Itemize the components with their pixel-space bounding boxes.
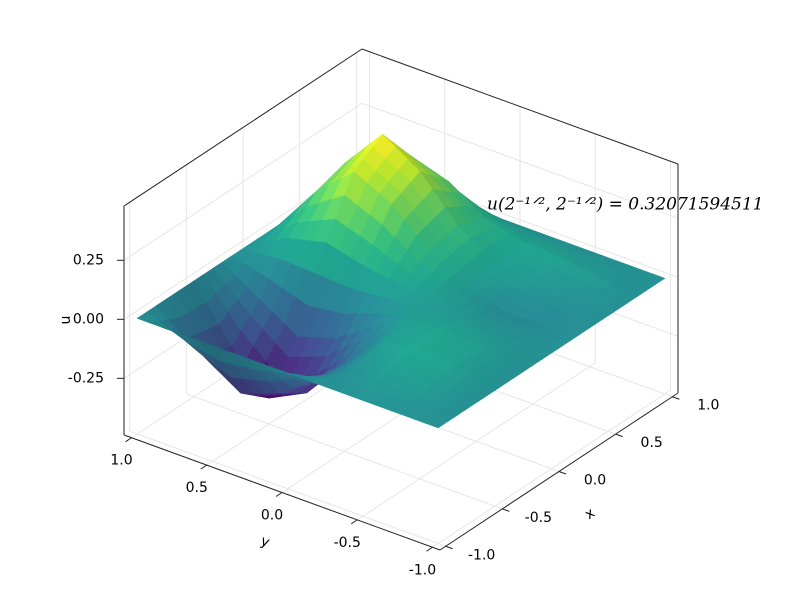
surface <box>136 133 666 429</box>
x-tick-label: 0.0 <box>584 473 606 489</box>
z-tick-label: 0.25 <box>73 252 104 268</box>
y-tick <box>275 492 283 497</box>
grid-line <box>361 102 679 219</box>
y-tick-label: 1.0 <box>110 453 132 469</box>
y-tick-label: -1.0 <box>409 562 436 578</box>
y-tick <box>426 546 433 552</box>
x-tick-label: 0.5 <box>641 435 663 451</box>
z-tick-label: 0.00 <box>73 311 104 327</box>
x-tick <box>558 471 567 475</box>
x-tick-label: -1.0 <box>468 547 495 563</box>
x-tick <box>502 508 510 512</box>
x-tick-label: 1.0 <box>697 398 719 414</box>
z-tick-label: -0.25 <box>68 370 104 386</box>
y-tick-label: -0.5 <box>334 535 361 551</box>
y-tick <box>125 437 132 443</box>
x-tick <box>615 433 623 438</box>
x-axis-label: x <box>582 505 598 523</box>
z-axis-label: u <box>58 316 74 325</box>
x-tick <box>445 545 453 550</box>
annotation: u(2⁻¹ᐟ², 2⁻¹ᐟ²) = 0.32071594511 <box>487 195 764 215</box>
y-tick <box>200 464 208 470</box>
y-tick-label: 0.5 <box>186 480 208 496</box>
x-tick-label: -0.5 <box>525 510 552 526</box>
surface-patch <box>424 415 449 429</box>
box-edge <box>361 48 679 165</box>
y-axis-label: y <box>258 533 271 551</box>
grid-line <box>432 389 671 548</box>
box-edge <box>123 48 363 207</box>
x-tick <box>672 396 680 400</box>
y-tick <box>350 519 358 525</box>
grid-line <box>356 362 596 521</box>
axes: -1.0 -0.5 0.0 0.5 1.0 -1.0 -0.5 0.0 0.5 1.0 -0.25 0… <box>58 195 764 579</box>
grid-line <box>123 102 363 261</box>
y-tick-label: 0.0 <box>261 508 283 524</box>
